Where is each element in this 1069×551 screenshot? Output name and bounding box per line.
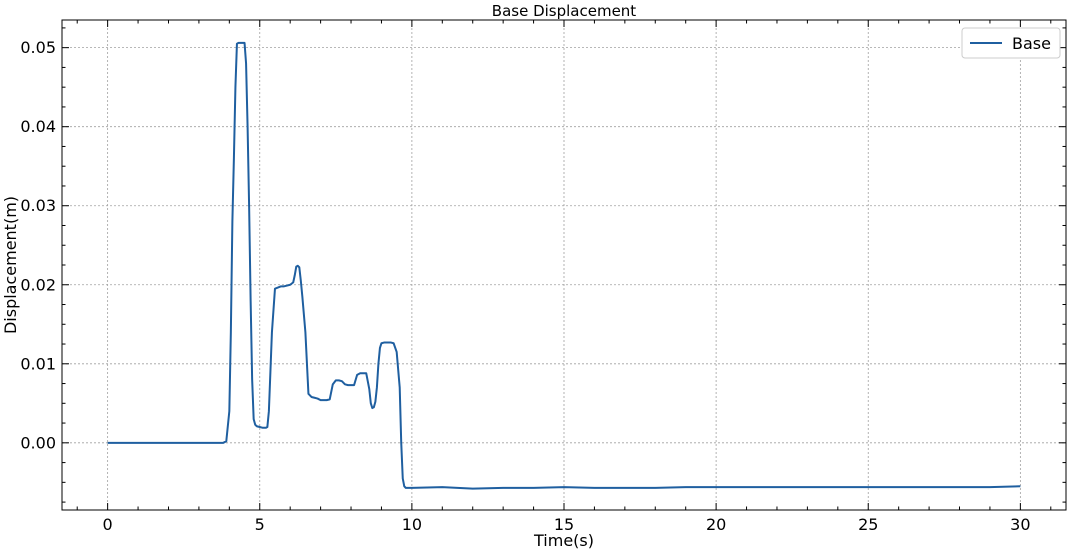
y-tick-label: 0.03 bbox=[20, 196, 56, 215]
x-tick-label: 5 bbox=[255, 515, 265, 534]
x-tick-label: 30 bbox=[1010, 515, 1030, 534]
grid-layer bbox=[62, 20, 1066, 510]
y-axis-label: Displacement(m) bbox=[1, 196, 20, 334]
x-tick-label: 20 bbox=[706, 515, 726, 534]
tick-layer bbox=[62, 20, 1066, 510]
series-layer bbox=[107, 41, 1021, 490]
x-tick-label: 0 bbox=[103, 515, 113, 534]
x-axis-label: Time(s) bbox=[533, 531, 594, 550]
y-tick-label: 0.00 bbox=[20, 433, 56, 452]
y-tick-label: 0.05 bbox=[20, 38, 56, 57]
legend-box bbox=[961, 27, 1061, 59]
legend: Base bbox=[961, 27, 1061, 59]
x-tick-label: 10 bbox=[402, 515, 422, 534]
y-tick-label: 0.04 bbox=[20, 117, 56, 136]
series-line-base bbox=[107, 41, 1021, 490]
legend-label-base: Base bbox=[1012, 34, 1051, 53]
y-tick-label: 0.01 bbox=[20, 354, 56, 373]
label-layer: 0 5 10 15 20 25 30 0.00 0.01 0.02 0.03 0.04 0.05 bbox=[20, 38, 1030, 534]
x-tick-label: 25 bbox=[858, 515, 878, 534]
x-tick-label: 15 bbox=[554, 515, 574, 534]
y-tick-label: 0.02 bbox=[20, 275, 56, 294]
chart-title: Base Displacement bbox=[492, 2, 637, 20]
